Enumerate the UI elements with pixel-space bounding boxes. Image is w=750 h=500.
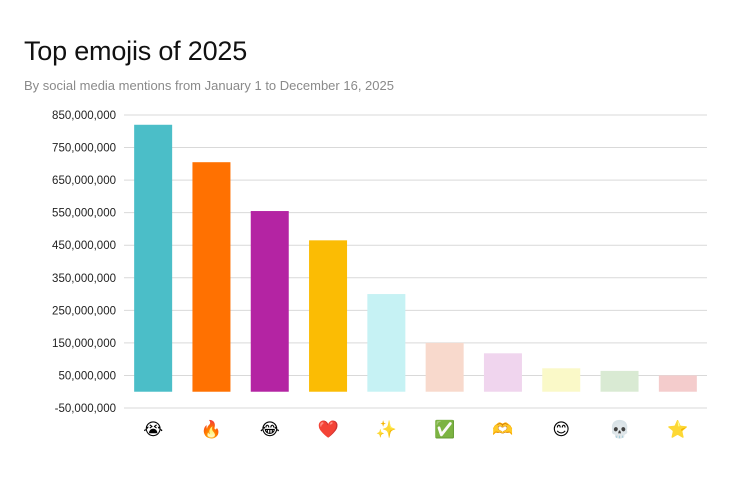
x-tick-label-sparkles: ✨ xyxy=(376,420,397,439)
bar-star xyxy=(658,375,697,392)
chart-subtitle: By social media mentions from January 1 … xyxy=(24,78,394,93)
bar-loudly-crying-face xyxy=(134,124,173,392)
y-tick-label: 450,000,000 xyxy=(52,240,116,252)
x-tick-label-loudly-crying-face: 😭 xyxy=(143,420,163,439)
y-axis-tick-labels: 850,000,000 750,000,000 650,000,000 550,000… xyxy=(52,110,116,415)
bar-skull xyxy=(600,370,639,392)
bars xyxy=(134,124,697,392)
y-tick-label: 150,000,000 xyxy=(52,338,116,350)
bar-check-mark-button xyxy=(425,342,464,392)
chart-title: Top emojis of 2025 xyxy=(24,36,248,66)
y-tick-label: 350,000,000 xyxy=(52,273,116,285)
bar-sparkles xyxy=(367,294,406,392)
x-tick-label-heart-hands: 🫶 xyxy=(492,420,513,439)
bar-fire xyxy=(192,162,231,392)
x-tick-label-red-heart: ❤️ xyxy=(317,420,339,439)
x-tick-label-star: ⭐ xyxy=(667,419,688,439)
x-tick-label-check-mark-button: ✅ xyxy=(434,419,455,439)
x-tick-label-face-with-tears-of-joy: 😂 xyxy=(260,420,280,439)
y-tick-label: 650,000,000 xyxy=(52,175,116,187)
x-tick-label-skull: 💀 xyxy=(609,419,630,439)
y-tick-label: 550,000,000 xyxy=(52,208,116,220)
bar-face-with-tears-of-joy xyxy=(250,211,289,392)
bar-smiling-face-with-smiling-eyes xyxy=(542,368,581,392)
y-tick-label: 850,000,000 xyxy=(52,110,116,122)
y-tick-label: 50,000,000 xyxy=(58,370,116,382)
x-axis-category-labels: 😭 🔥 😂 ❤️ ✨ ✅ 🫶 😊 💀 ⭐ xyxy=(143,419,688,439)
y-tick-label: -50,000,000 xyxy=(55,403,116,415)
bar-red-heart xyxy=(309,240,348,392)
bar-heart-hands xyxy=(483,353,522,392)
y-tick-label: 250,000,000 xyxy=(52,305,116,317)
x-tick-label-smiling-face-with-smiling-eyes: 😊 xyxy=(552,420,570,439)
x-tick-label-fire: 🔥 xyxy=(201,419,222,439)
y-tick-label: 750,000,000 xyxy=(52,143,116,155)
